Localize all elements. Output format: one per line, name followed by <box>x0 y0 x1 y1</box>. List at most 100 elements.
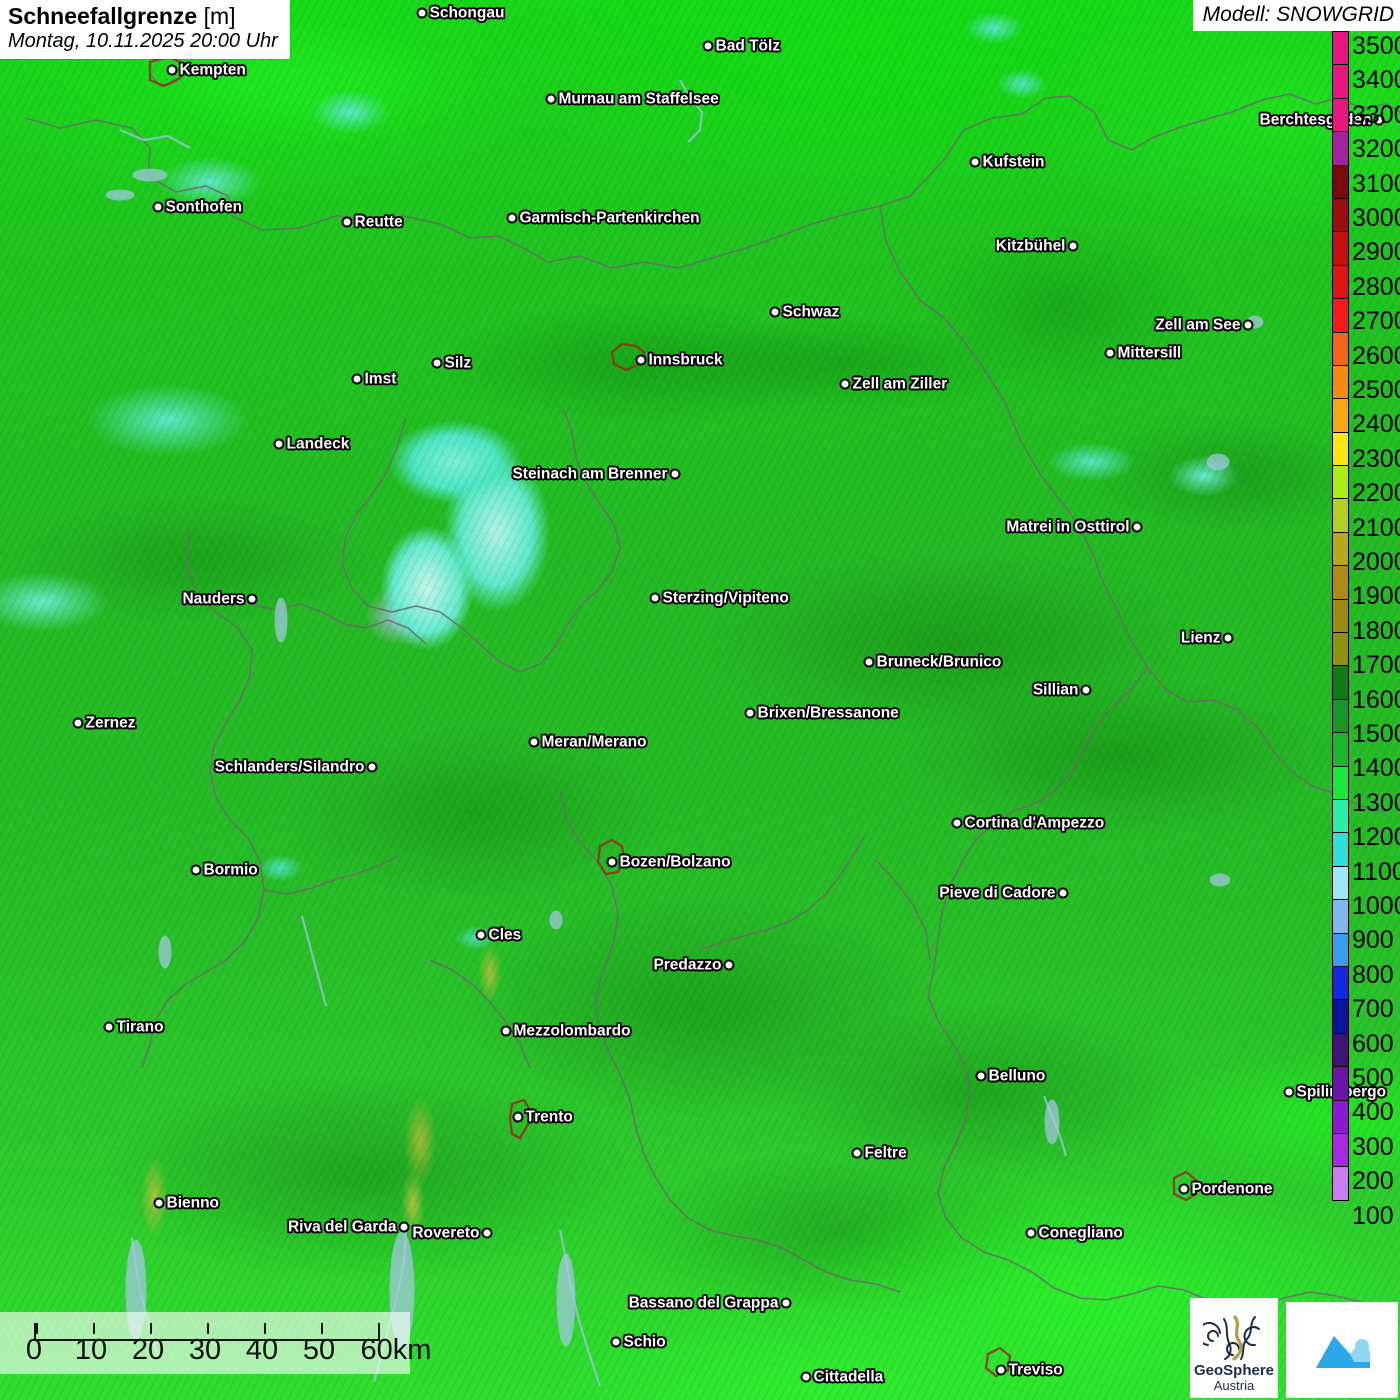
city-marker[interactable]: Nauders <box>182 590 258 607</box>
city-marker[interactable]: Belluno <box>975 1067 1045 1084</box>
city-marker[interactable]: Bruneck/Brunico <box>863 653 1001 670</box>
city-label: Murnau am Staffelsee <box>558 90 719 107</box>
city-dot-icon <box>1057 887 1069 899</box>
city-marker[interactable]: Steinach am Brenner <box>512 465 681 482</box>
city-marker[interactable]: Sterzing/Vipiteno <box>649 589 789 606</box>
city-marker[interactable]: Riva del Garda <box>288 1218 410 1235</box>
city-marker[interactable]: Zell am See <box>1155 316 1254 333</box>
city-marker[interactable]: Brixen/Bressanone <box>744 704 899 721</box>
colorbar-swatch <box>1332 832 1349 867</box>
blue-mountain-cloud-icon <box>1316 1336 1370 1368</box>
city-marker[interactable]: Lienz <box>1181 629 1234 646</box>
city-label: Reutte <box>354 213 403 230</box>
city-dot-icon <box>103 1021 115 1033</box>
city-marker[interactable]: Murnau am Staffelsee <box>545 90 719 107</box>
city-marker[interactable]: Kitzbühel <box>996 237 1079 254</box>
city-marker[interactable]: Schlanders/Silandro <box>215 758 378 775</box>
city-marker[interactable]: Bad Tölz <box>702 37 780 54</box>
colorbar-swatch <box>1332 64 1349 99</box>
city-marker[interactable]: Mezzolombardo <box>500 1022 631 1039</box>
city-marker[interactable]: Kufstein <box>969 153 1045 170</box>
colorbar-swatch <box>1332 331 1349 366</box>
city-marker[interactable]: Trento <box>512 1108 573 1125</box>
colorbar-swatch <box>1332 632 1349 667</box>
scale-label: 10 <box>74 1334 108 1366</box>
scale-label: 30 <box>188 1334 222 1366</box>
city-marker[interactable]: Cortina d'Ampezzo <box>951 814 1104 831</box>
city-label: Bozen/Bolzano <box>619 853 731 870</box>
city-marker[interactable]: Reutte <box>341 213 403 230</box>
city-dot-icon <box>723 959 735 971</box>
title-parameter-line: Schneefallgrenze [m] <box>8 3 278 30</box>
city-marker[interactable]: Rovereto <box>412 1224 493 1241</box>
city-dot-icon <box>606 856 618 868</box>
weather-logo[interactable] <box>1286 1302 1398 1398</box>
city-marker[interactable]: Matrei in Osttirol <box>1006 518 1143 535</box>
city-marker[interactable]: Bozen/Bolzano <box>606 853 731 870</box>
city-label: Sterzing/Vipiteno <box>662 589 789 606</box>
city-marker[interactable]: Sonthofen <box>152 198 242 215</box>
geosphere-logo[interactable]: GeoSphere Austria <box>1190 1298 1278 1398</box>
city-marker[interactable]: Cittadella <box>800 1368 883 1385</box>
scale-bar-ticks <box>34 1323 380 1341</box>
city-marker[interactable]: Spilimbergo <box>1283 1083 1386 1100</box>
title-datetime: Montag, 10.11.2025 20:00 Uhr <box>8 29 278 52</box>
scale-tick <box>207 1323 209 1334</box>
city-marker[interactable]: Cles <box>475 926 521 943</box>
scale-bar-labels: 0 10 20 30 40 50 60km <box>0 1334 432 1370</box>
city-marker[interactable]: Bienno <box>153 1194 219 1211</box>
city-marker[interactable]: Conegliano <box>1025 1224 1123 1241</box>
city-marker[interactable]: Schio <box>610 1333 666 1350</box>
city-marker[interactable]: Schwaz <box>769 303 839 320</box>
city-marker[interactable]: Pordenone <box>1178 1180 1272 1197</box>
city-marker[interactable]: Schongau <box>416 4 504 21</box>
city-marker[interactable]: Bormio <box>190 861 258 878</box>
colorbar-swatch <box>1332 97 1349 133</box>
city-marker[interactable]: Sillian <box>1033 681 1092 698</box>
city-marker[interactable]: Garmisch-Partenkirchen <box>506 209 700 226</box>
city-dot-icon <box>649 592 661 604</box>
city-label: Zell am See <box>1155 316 1241 333</box>
city-marker[interactable]: Feltre <box>851 1144 907 1161</box>
city-dot-icon <box>951 817 963 829</box>
city-label: Bienno <box>166 1194 220 1211</box>
colorbar-swatch <box>1332 164 1349 199</box>
colorbar-tick-label: 2000 <box>1352 548 1400 576</box>
colorbar-tick-label: 700 <box>1352 995 1394 1024</box>
colorbar-swatch <box>1332 431 1349 467</box>
city-marker[interactable]: Silz <box>431 354 471 371</box>
city-marker[interactable]: Kempten <box>166 61 246 78</box>
city-marker[interactable]: Mittersill <box>1104 344 1181 361</box>
scale-tick <box>321 1323 323 1334</box>
city-label: Belluno <box>988 1067 1046 1084</box>
city-marker[interactable]: Imst <box>351 370 396 387</box>
title-parameter: Schneefallgrenze <box>8 3 198 29</box>
city-dot-icon <box>780 1297 792 1309</box>
scale-label: 0 <box>25 1334 43 1366</box>
colorbar-swatch <box>1332 1032 1349 1068</box>
city-marker[interactable]: Innsbruck <box>635 351 723 368</box>
city-label: Garmisch-Partenkirchen <box>519 209 700 226</box>
city-marker[interactable]: Pieve di Cadore <box>939 884 1069 901</box>
scale-label: 40 <box>245 1334 279 1366</box>
city-label: Landeck <box>286 435 350 452</box>
city-dot-icon <box>512 1111 524 1123</box>
city-marker[interactable]: Landeck <box>273 435 349 452</box>
city-marker[interactable]: Bassano del Grappa <box>629 1294 792 1311</box>
city-label: Bormio <box>203 861 258 878</box>
colorbar-tick-label: 3500 <box>1352 32 1400 60</box>
colorbar-swatch <box>1332 531 1349 567</box>
colorbar-tick-label: 3100 <box>1352 169 1400 198</box>
city-marker[interactable]: Meran/Merano <box>528 733 647 750</box>
city-marker[interactable]: Tirano <box>103 1018 164 1035</box>
city-marker[interactable]: Zernez <box>72 714 135 731</box>
city-marker[interactable]: Treviso <box>995 1361 1063 1378</box>
city-label: Meran/Merano <box>541 733 647 750</box>
city-dot-icon <box>190 864 202 876</box>
city-marker[interactable]: Predazzo <box>653 956 735 973</box>
city-marker[interactable]: Zell am Ziller <box>839 375 947 392</box>
city-dot-icon <box>610 1336 622 1348</box>
colorbar-tick-label: 3200 <box>1352 135 1400 164</box>
